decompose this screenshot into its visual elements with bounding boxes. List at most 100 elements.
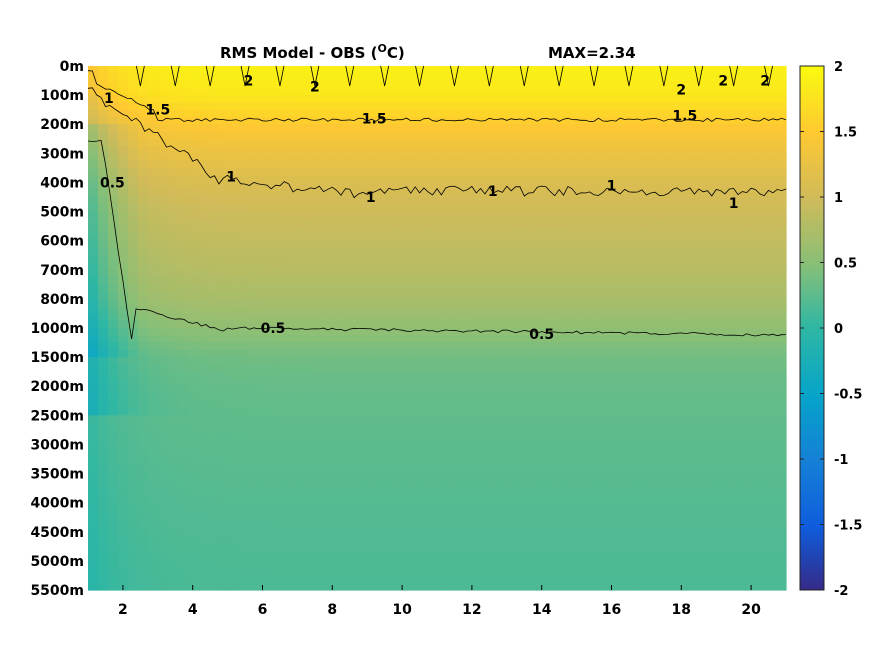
heatmap-cell <box>137 131 149 140</box>
heatmap-cell <box>377 109 388 118</box>
heatmap-cell <box>766 422 777 431</box>
heatmap-cell <box>137 517 149 526</box>
heatmap-cell <box>626 422 638 431</box>
heatmap-cell <box>177 473 189 482</box>
heatmap-cell <box>676 175 687 184</box>
heatmap-cell <box>277 408 289 416</box>
heatmap-cell <box>317 138 328 147</box>
heatmap-cell <box>456 495 468 504</box>
heatmap-cell <box>437 233 448 242</box>
heatmap-cell <box>766 240 777 249</box>
heatmap-cell <box>397 342 408 351</box>
heatmap-cell <box>716 131 727 140</box>
heatmap-cell <box>277 509 289 518</box>
heatmap-cell <box>417 131 428 140</box>
heatmap-cell <box>407 284 418 293</box>
heatmap-cell <box>736 233 747 242</box>
heatmap-cell <box>696 437 707 446</box>
heatmap-cell <box>227 364 239 373</box>
heatmap-cell <box>357 415 368 424</box>
heatmap-cell <box>676 313 687 322</box>
heatmap-cell <box>496 415 508 424</box>
heatmap-cell <box>237 247 249 256</box>
heatmap-cell <box>536 473 548 482</box>
heatmap-cell <box>367 422 378 431</box>
heatmap-cell <box>347 539 358 547</box>
heatmap-cell <box>776 262 787 271</box>
heatmap-cell <box>746 247 757 256</box>
heatmap-cell <box>107 342 119 351</box>
heatmap-cell <box>746 517 757 526</box>
heatmap-cell <box>107 371 119 380</box>
heatmap-cell <box>446 320 458 329</box>
heatmap-cell <box>107 582 119 591</box>
heatmap-cell <box>666 546 677 555</box>
heatmap-cell <box>97 480 109 489</box>
heatmap-cell <box>287 160 298 169</box>
heatmap-cell <box>716 298 727 307</box>
heatmap-cell <box>347 146 358 154</box>
heatmap-cell <box>247 415 259 424</box>
heatmap-cell <box>726 240 737 249</box>
heatmap-cell <box>247 167 259 176</box>
heatmap-cell <box>187 189 199 198</box>
heatmap-cell <box>706 553 717 562</box>
heatmap-cell <box>616 437 628 446</box>
heatmap-cell <box>117 349 129 358</box>
heatmap-cell <box>297 277 308 285</box>
heatmap-cell <box>127 153 139 162</box>
heatmap-cell <box>167 371 179 380</box>
heatmap-cell <box>167 138 179 147</box>
heatmap-cell <box>696 575 707 584</box>
heatmap-cell <box>107 284 119 293</box>
heatmap-cell <box>756 298 767 307</box>
heatmap-cell <box>297 437 308 446</box>
heatmap-cell <box>686 269 697 278</box>
heatmap-cell <box>686 73 697 82</box>
heatmap-cell <box>137 459 149 467</box>
heatmap-cell <box>217 255 229 264</box>
heatmap-cell <box>117 298 129 307</box>
heatmap-cell <box>526 95 538 103</box>
heatmap-cell <box>566 298 578 307</box>
heatmap-cell <box>107 357 119 365</box>
heatmap-cell <box>397 277 408 285</box>
heatmap-cell <box>616 386 628 395</box>
heatmap-cell <box>546 444 558 453</box>
heatmap-cell <box>676 473 687 482</box>
heatmap-cell <box>686 480 697 489</box>
heatmap-cell <box>496 109 508 118</box>
heatmap-cell <box>327 255 338 264</box>
heatmap-cell <box>247 546 259 555</box>
heatmap-cell <box>297 269 308 278</box>
heatmap-cell <box>317 197 328 205</box>
heatmap-cell <box>337 160 348 169</box>
heatmap-cell <box>706 277 717 285</box>
heatmap-cell <box>387 459 398 467</box>
heatmap-cell <box>446 109 458 118</box>
heatmap-cell <box>556 291 568 300</box>
heatmap-cell <box>536 495 548 504</box>
heatmap-cell <box>347 400 358 409</box>
heatmap-cell <box>407 459 418 467</box>
heatmap-cell <box>237 146 249 154</box>
heatmap-cell <box>726 524 737 533</box>
heatmap-cell <box>626 153 638 162</box>
heatmap-cell <box>456 153 468 162</box>
heatmap-cell <box>197 328 209 336</box>
heatmap-cell <box>496 517 508 526</box>
heatmap-cell <box>257 247 269 256</box>
heatmap-cell <box>696 342 707 351</box>
heatmap-cell <box>726 109 737 118</box>
heatmap-cell <box>377 233 388 242</box>
heatmap-cell <box>506 95 518 103</box>
heatmap-cell <box>566 342 578 351</box>
heatmap-cell <box>526 80 538 89</box>
heatmap-cell <box>776 277 787 285</box>
heatmap-cell <box>387 357 398 365</box>
heatmap-cell <box>506 349 518 358</box>
heatmap-cell <box>267 575 279 584</box>
heatmap-cell <box>496 247 508 256</box>
heatmap-cell <box>746 306 757 315</box>
heatmap-cell <box>776 349 787 358</box>
